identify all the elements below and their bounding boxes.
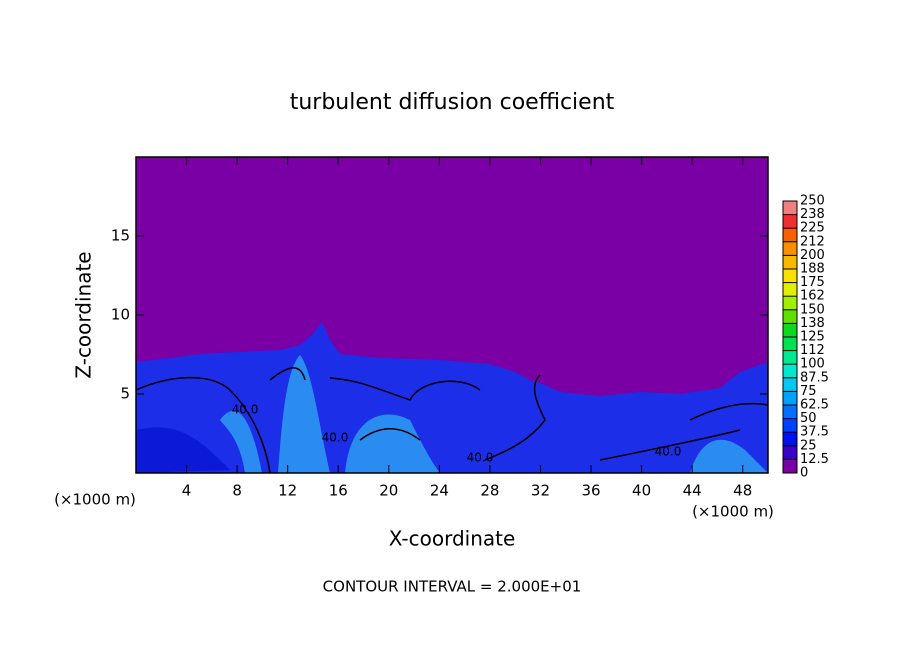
footer: CONTOUR INTERVAL = 2.000E+01 bbox=[323, 578, 582, 596]
colorbar-label: 250 bbox=[800, 194, 825, 209]
colorbar-band bbox=[783, 309, 797, 324]
colorbar-label: 112 bbox=[800, 343, 825, 358]
colorbar-label: 238 bbox=[800, 207, 825, 222]
chart-title: turbulent diffusion coefficient bbox=[290, 90, 615, 115]
field bbox=[135, 157, 769, 474]
colorbar-label: 75 bbox=[800, 384, 817, 399]
x-tick-label: 32 bbox=[531, 482, 550, 500]
x-tick-label: 40 bbox=[632, 482, 651, 500]
colorbar-label: 87.5 bbox=[800, 370, 829, 385]
colorbar-band bbox=[783, 350, 797, 365]
colorbar-label: 212 bbox=[800, 234, 825, 249]
colorbar-band bbox=[783, 255, 797, 269]
contour-label: 40.0 bbox=[232, 403, 259, 417]
x-tick-label: 36 bbox=[581, 482, 600, 500]
x-tick-label: 24 bbox=[430, 482, 449, 500]
colorbar-band bbox=[783, 459, 797, 473]
colorbar-label: 225 bbox=[800, 221, 825, 236]
y-tick-label: 5 bbox=[120, 385, 130, 403]
contour-label: 40.0 bbox=[322, 431, 349, 445]
colorbar-label: 50 bbox=[800, 411, 817, 426]
colorbar-label: 100 bbox=[800, 357, 825, 372]
colorbar-band bbox=[783, 296, 797, 310]
colorbar-band bbox=[783, 282, 797, 297]
colorbar-band bbox=[783, 323, 797, 337]
colorbar-band bbox=[783, 445, 797, 460]
colorbar-band bbox=[783, 228, 797, 242]
colorbar-band bbox=[783, 377, 797, 392]
colorbar-label: 150 bbox=[800, 302, 825, 317]
colorbar-label: 25 bbox=[800, 438, 817, 453]
field-region bbox=[345, 414, 440, 473]
x-axis-label: X-coordinate bbox=[389, 527, 516, 551]
x-tick-label: 8 bbox=[232, 482, 242, 500]
colorbar-label: 37.5 bbox=[800, 425, 829, 440]
colorbar-band bbox=[783, 405, 797, 419]
contour-label: 40.0 bbox=[467, 451, 494, 465]
contour-label: 40.0 bbox=[655, 445, 682, 459]
colorbar-band bbox=[783, 364, 797, 378]
x-tick-label: 4 bbox=[182, 482, 192, 500]
colorbar-label: 0 bbox=[800, 466, 808, 481]
colorbar-label: 62.5 bbox=[800, 398, 829, 413]
y-tick-label: 15 bbox=[111, 227, 130, 245]
contour-line bbox=[135, 367, 769, 474]
x-tick-label: 48 bbox=[733, 482, 752, 500]
colorbar-band bbox=[783, 201, 797, 215]
x-unit-label: (×1000 m) bbox=[692, 503, 774, 521]
colorbar-band bbox=[783, 269, 797, 283]
colorbar-band bbox=[783, 337, 797, 351]
colorbar-label: 175 bbox=[800, 275, 825, 290]
y-tick-label: 10 bbox=[111, 306, 130, 324]
colorbar-band bbox=[783, 391, 797, 405]
colorbar-band bbox=[783, 418, 797, 433]
x-tick-label: 20 bbox=[379, 482, 398, 500]
colorbar-label: 12.5 bbox=[800, 452, 829, 467]
x-tick-label: 16 bbox=[329, 482, 348, 500]
y-axis-label: Z-coordinate bbox=[72, 251, 96, 378]
colorbar-label: 200 bbox=[800, 248, 825, 263]
colorbar-band bbox=[783, 214, 797, 229]
x-tick-label: 44 bbox=[683, 482, 702, 500]
field-region bbox=[278, 355, 330, 473]
colorbar-label: 138 bbox=[800, 316, 825, 331]
x-tick-label: 28 bbox=[480, 482, 499, 500]
field-region bbox=[136, 427, 230, 473]
colorbar-band bbox=[783, 241, 797, 256]
x-tick-label: 12 bbox=[278, 482, 297, 500]
colorbar-label: 162 bbox=[800, 289, 825, 304]
colorbar-band bbox=[783, 432, 797, 446]
colorbar-label: 188 bbox=[800, 262, 825, 277]
field-region bbox=[220, 410, 262, 473]
x-unit-label: (×1000 m) bbox=[54, 491, 136, 509]
field-region bbox=[690, 439, 768, 473]
colorbar-label: 125 bbox=[800, 330, 825, 345]
